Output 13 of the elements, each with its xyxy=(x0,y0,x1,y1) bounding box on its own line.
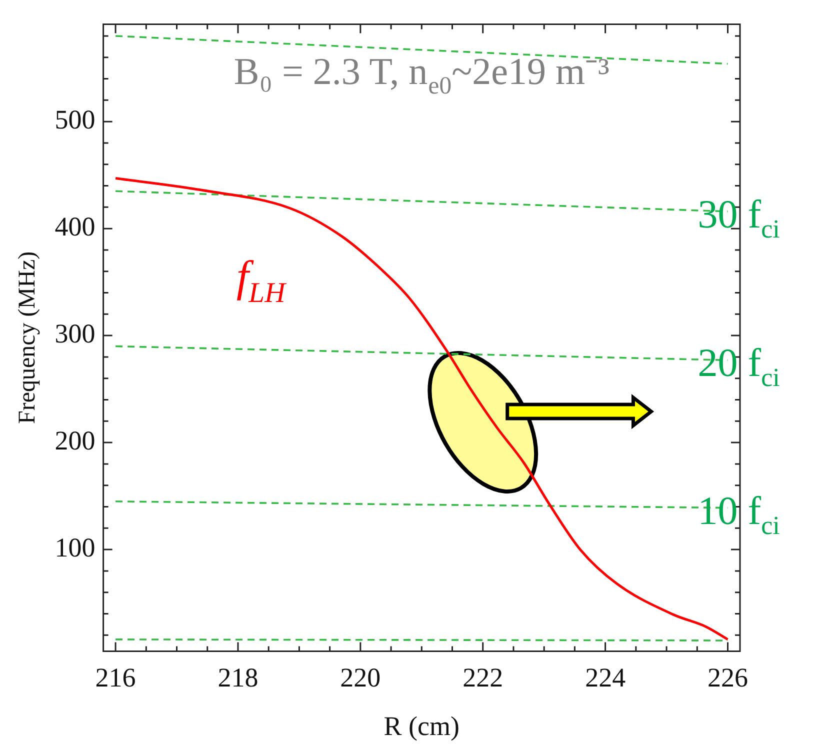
y-tick-label: 200 xyxy=(54,426,96,456)
x-tick-label: 216 xyxy=(95,662,136,692)
y-tick-label: 100 xyxy=(54,532,96,563)
y-tick-label: 500 xyxy=(54,104,96,135)
y-axis-title: Frequency (MHz) xyxy=(14,251,41,424)
x-tick-label: 226 xyxy=(708,662,748,692)
x-tick-label: 220 xyxy=(340,662,381,692)
y-tick-label: 400 xyxy=(54,212,96,242)
x-tick-label: 222 xyxy=(462,662,504,692)
y-tick-label: 300 xyxy=(54,318,96,349)
x-tick-label: 224 xyxy=(585,662,626,692)
x-axis-title: R (cm) xyxy=(384,710,460,741)
x-tick-label: 218 xyxy=(218,662,258,692)
